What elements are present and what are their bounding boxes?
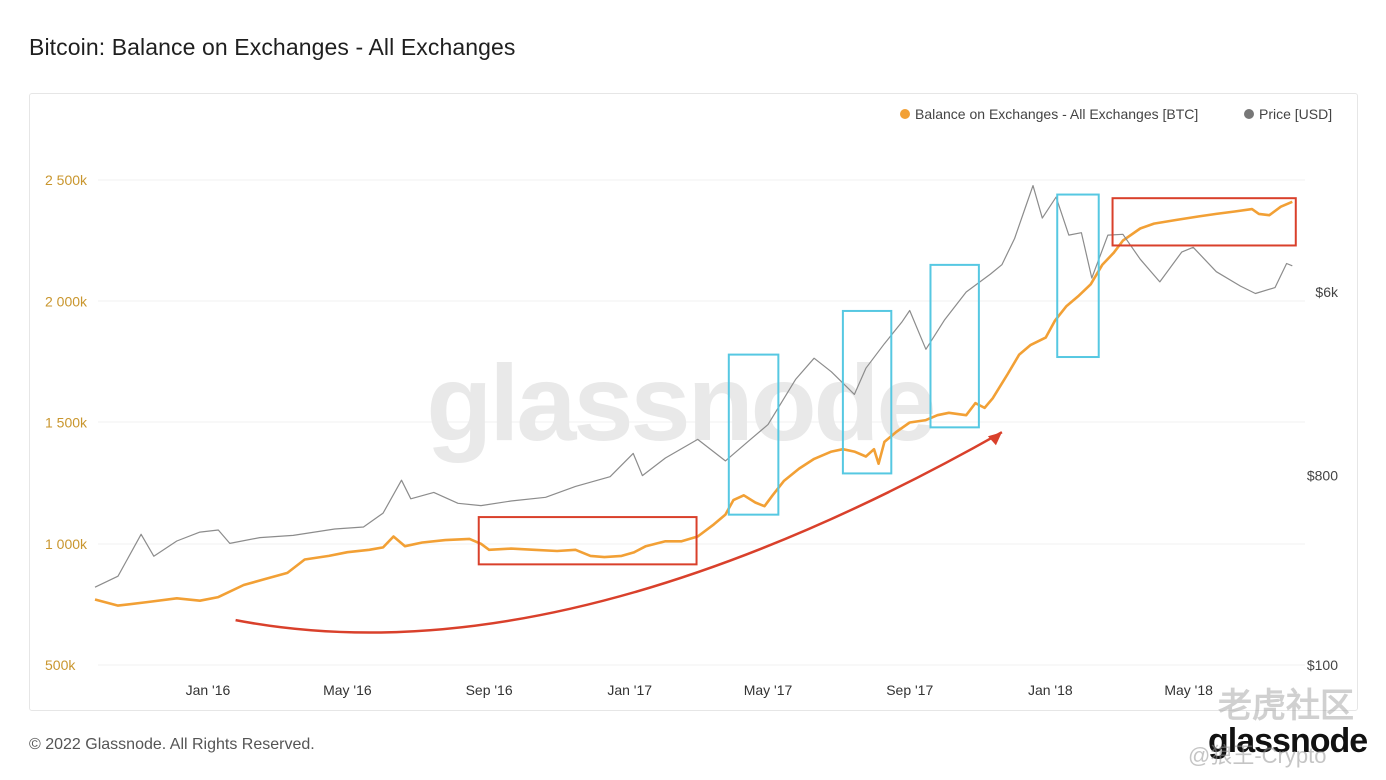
- x-axis-tick-label: Jan '16: [186, 682, 231, 698]
- right-axis-tick-label: $100: [1307, 657, 1338, 673]
- annotation-layer: [235, 193, 1297, 634]
- red-highlight-box: [477, 516, 698, 566]
- left-axis-tick-label: 1 000k: [45, 536, 88, 552]
- legend: Balance on Exchanges - All Exchanges [BT…: [900, 106, 1332, 122]
- left-axis: 500k 1 000k 1 500k 2 000k 2 500k: [45, 172, 88, 673]
- left-axis-tick-label: 1 500k: [45, 415, 88, 431]
- x-axis-tick-label: May '17: [744, 682, 793, 698]
- copyright-footer: © 2022 Glassnode. All Rights Reserved.: [29, 736, 315, 753]
- left-axis-tick-label: 2 500k: [45, 172, 88, 188]
- blue-highlight-box: [727, 353, 780, 516]
- x-axis: Jan '16 May '16 Sep '16 Jan '17 May '17 Sep '…: [186, 682, 1214, 698]
- left-axis-tick-label: 2 000k: [45, 293, 88, 309]
- right-axis: $100 $800 $6k: [1307, 284, 1339, 673]
- right-axis-tick-label: $800: [1307, 468, 1338, 484]
- legend-balance-marker: [900, 109, 910, 119]
- trend-arrow: [235, 431, 1003, 634]
- left-axis-tick-label: 500k: [45, 657, 76, 673]
- chart-title: Bitcoin: Balance on Exchanges - All Exch…: [29, 34, 516, 60]
- x-axis-tick-label: Sep '17: [886, 682, 933, 698]
- legend-price-marker: [1244, 109, 1254, 119]
- overlay-watermark-handle: @狼王-Crypto: [1188, 743, 1327, 768]
- legend-price-label[interactable]: Price [USD]: [1259, 106, 1332, 122]
- trend-arrow-head: [987, 432, 1002, 446]
- legend-balance-label[interactable]: Balance on Exchanges - All Exchanges [BT…: [915, 106, 1198, 122]
- x-axis-tick-label: Jan '18: [1028, 682, 1073, 698]
- right-axis-tick-label: $6k: [1315, 284, 1339, 300]
- glassnode-watermark: glassnode: [426, 342, 933, 463]
- glassnode-logo: glassnode: [1208, 722, 1368, 760]
- blue-highlight-box: [1056, 193, 1100, 359]
- x-axis-tick-label: May '18: [1164, 682, 1213, 698]
- grid-lines: [98, 179, 1305, 666]
- x-axis-tick-label: Sep '16: [466, 682, 513, 698]
- blue-highlight-box: [929, 263, 980, 429]
- chart-panel: [29, 93, 1358, 711]
- overlay-watermark: 老虎社区: [1218, 687, 1354, 725]
- x-axis-tick-label: May '16: [323, 682, 372, 698]
- x-axis-tick-label: Jan '17: [607, 682, 652, 698]
- price-series-line: [94, 185, 1293, 588]
- red-highlight-box: [1111, 197, 1297, 247]
- blue-highlight-box: [841, 309, 893, 475]
